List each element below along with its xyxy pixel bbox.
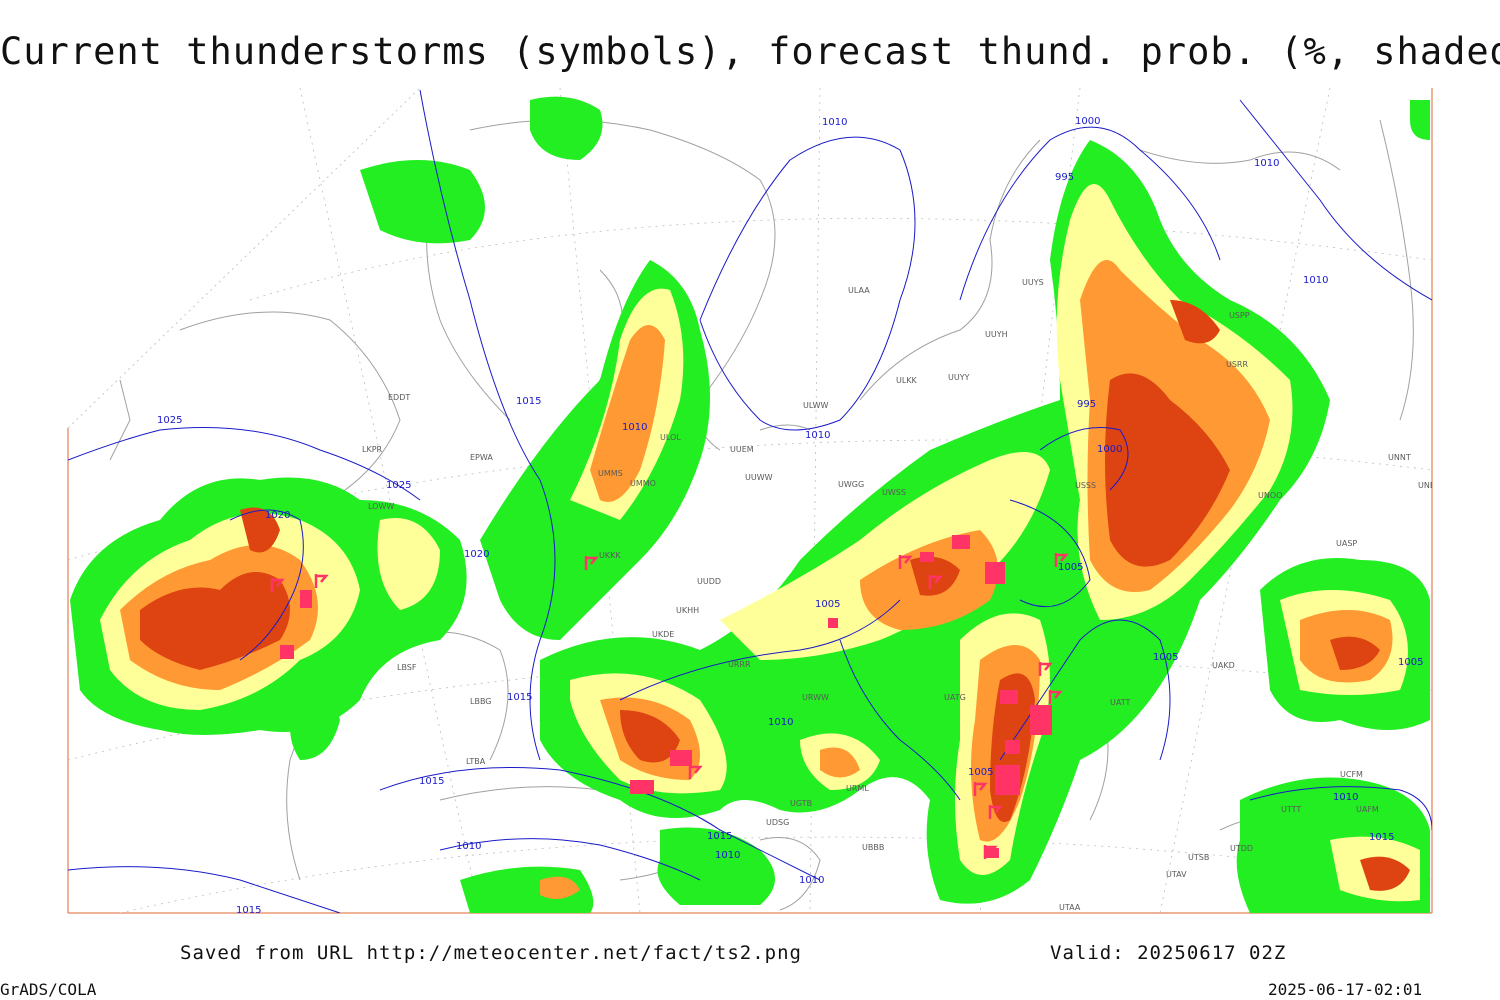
station-label: LBBG	[470, 697, 492, 706]
thunderstorm-symbols	[270, 553, 1069, 859]
station-label: LBSF	[397, 663, 417, 672]
isobar-label: 1015	[419, 776, 444, 787]
station-labels: ULAA UUYS UUYH ULKK UUYY ULWW ULOL UUEM …	[362, 278, 1441, 912]
map-title: Current thunderstorms (symbols), forecas…	[0, 30, 1500, 73]
station-label: UBBB	[862, 843, 884, 852]
isobar-label: 1000	[1097, 444, 1122, 455]
station-label: UATG	[944, 693, 966, 702]
station-label: UUEM	[730, 445, 754, 454]
isobar-label: 1015	[707, 831, 732, 842]
station-label: USSS	[1075, 481, 1096, 490]
thunderstorm-symbol	[1054, 553, 1069, 567]
station-label: UKKK	[599, 551, 621, 560]
isobar-label: 1015	[236, 905, 261, 916]
station-label: UWGG	[838, 480, 864, 489]
software-credit: GrADS/COLA	[0, 980, 97, 999]
source-url-text: Saved from URL http://meteocenter.net/fa…	[180, 942, 802, 964]
isobar-label: 1015	[516, 396, 541, 407]
station-label: UUYS	[1022, 278, 1044, 287]
isobar-label: 1005	[1058, 562, 1083, 573]
isobar-label: 1005	[1153, 652, 1178, 663]
station-label: UMMS	[598, 469, 623, 478]
station-label: UUDD	[697, 577, 721, 586]
isobar-label: 1010	[768, 717, 793, 728]
thunderstorm-symbol	[973, 782, 988, 796]
station-label: URRR	[728, 660, 751, 669]
generation-timestamp: 2025-06-17-02:01	[1268, 980, 1423, 999]
isobar-label: 1025	[386, 480, 411, 491]
station-label: LKPR	[362, 445, 383, 454]
isobar-label: 1020	[464, 549, 489, 560]
station-label: UNNT	[1388, 453, 1411, 462]
station-label: ULWW	[803, 401, 828, 410]
isobar-label: 1005	[1398, 657, 1423, 668]
isobar-label: 1010	[805, 430, 830, 441]
thunderstorm-cluster-patches	[280, 535, 1052, 858]
isobar-label: 995	[1077, 399, 1096, 410]
isobar-label: 995	[1055, 172, 1074, 183]
station-label: UAKD	[1212, 661, 1235, 670]
station-label: UTAV	[1166, 870, 1187, 879]
station-label: ULOL	[660, 433, 681, 442]
isobar-label: 1005	[815, 599, 840, 610]
isobar-label: 1010	[822, 117, 847, 128]
station-label: UUYH	[985, 330, 1008, 339]
station-label: UTAA	[1059, 903, 1081, 912]
station-label: UATT	[1110, 698, 1130, 707]
station-label: UMMO	[630, 479, 656, 488]
thunderstorm-symbol	[314, 574, 329, 588]
thunderstorm-symbol	[1038, 662, 1053, 676]
valid-time-text: Valid: 20250617 02Z	[1050, 942, 1287, 964]
station-label: UNOO	[1258, 491, 1282, 500]
station-label: LOWW	[368, 502, 394, 511]
station-label: URWW	[802, 693, 829, 702]
isobar-label: 1020	[265, 510, 290, 521]
station-label: UDSG	[766, 818, 789, 827]
station-label: UKHH	[676, 606, 699, 615]
isobar-label: 1025	[157, 415, 182, 426]
station-label: UUWW	[745, 473, 773, 482]
station-label: URML	[846, 784, 869, 793]
isobar-labels: 1025 1025 1020 1020 1015 1015 1015 1015 …	[157, 116, 1423, 916]
station-label: UNBB	[1418, 481, 1441, 490]
isobar-label: 1010	[1254, 158, 1279, 169]
station-label: LTBA	[466, 757, 486, 766]
station-label: UUYY	[948, 373, 970, 382]
station-label: ULAA	[848, 286, 870, 295]
station-label: EDDT	[388, 393, 410, 402]
prob-very-high-shading	[140, 300, 1410, 891]
thunderstorm-symbol	[988, 805, 1003, 819]
thunderstorm-symbol	[1048, 690, 1063, 704]
isobar-label: 1010	[456, 841, 481, 852]
station-label: UAFM	[1356, 805, 1379, 814]
station-label: UKDE	[652, 630, 674, 639]
station-label: UGTB	[790, 799, 812, 808]
isobar-label: 1010	[715, 850, 740, 861]
station-label: ULKK	[896, 376, 918, 385]
station-label: UCFM	[1340, 770, 1363, 779]
isobar-label: 1015	[507, 692, 532, 703]
station-label: UASP	[1336, 539, 1357, 548]
station-label: USPP	[1229, 311, 1250, 320]
isobar-label: 1010	[799, 875, 824, 886]
isobar-label: 1005	[968, 767, 993, 778]
station-label: UTSB	[1188, 853, 1209, 862]
map-frame	[67, 87, 1433, 914]
thunderstorm-symbol	[928, 575, 943, 589]
station-label: UWSS	[882, 488, 906, 497]
isobar-label: 1010	[1333, 792, 1358, 803]
isobar-label: 1015	[1369, 832, 1394, 843]
isobar-label: 1010	[1303, 275, 1328, 286]
station-label: USRR	[1226, 360, 1248, 369]
isobar-label: 1010	[622, 422, 647, 433]
thunderstorm-symbol	[898, 555, 913, 569]
thunderstorm-symbol	[688, 765, 703, 779]
isobar-label: 1000	[1075, 116, 1100, 127]
thunderstorm-symbol	[270, 578, 285, 592]
station-label: EPWA	[470, 453, 493, 462]
thunderstorm-symbol	[584, 556, 599, 570]
station-label: UTTT	[1281, 805, 1301, 814]
station-label: UTDD	[1230, 844, 1253, 853]
